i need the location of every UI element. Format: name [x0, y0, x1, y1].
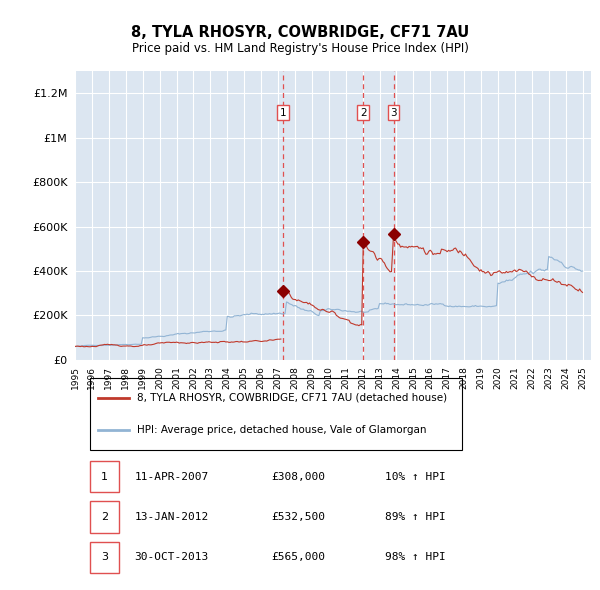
Text: 98% ↑ HPI: 98% ↑ HPI	[385, 552, 445, 562]
Text: 2: 2	[101, 512, 108, 522]
Text: 3: 3	[390, 108, 397, 118]
FancyBboxPatch shape	[91, 461, 119, 492]
Text: 2: 2	[360, 108, 367, 118]
Text: £532,500: £532,500	[271, 512, 325, 522]
Text: £565,000: £565,000	[271, 552, 325, 562]
Text: 3: 3	[101, 552, 108, 562]
Text: 89% ↑ HPI: 89% ↑ HPI	[385, 512, 445, 522]
FancyBboxPatch shape	[91, 501, 119, 533]
Text: HPI: Average price, detached house, Vale of Glamorgan: HPI: Average price, detached house, Vale…	[137, 425, 427, 435]
Text: 1: 1	[280, 108, 286, 118]
Text: 8, TYLA RHOSYR, COWBRIDGE, CF71 7AU: 8, TYLA RHOSYR, COWBRIDGE, CF71 7AU	[131, 25, 469, 40]
Text: 10% ↑ HPI: 10% ↑ HPI	[385, 471, 445, 481]
Text: 30-OCT-2013: 30-OCT-2013	[134, 552, 209, 562]
FancyBboxPatch shape	[91, 542, 119, 573]
Text: 1: 1	[101, 471, 108, 481]
Text: 8, TYLA RHOSYR, COWBRIDGE, CF71 7AU (detached house): 8, TYLA RHOSYR, COWBRIDGE, CF71 7AU (det…	[137, 393, 447, 403]
Text: 13-JAN-2012: 13-JAN-2012	[134, 512, 209, 522]
Text: 11-APR-2007: 11-APR-2007	[134, 471, 209, 481]
Text: Price paid vs. HM Land Registry's House Price Index (HPI): Price paid vs. HM Land Registry's House …	[131, 42, 469, 55]
Text: £308,000: £308,000	[271, 471, 325, 481]
